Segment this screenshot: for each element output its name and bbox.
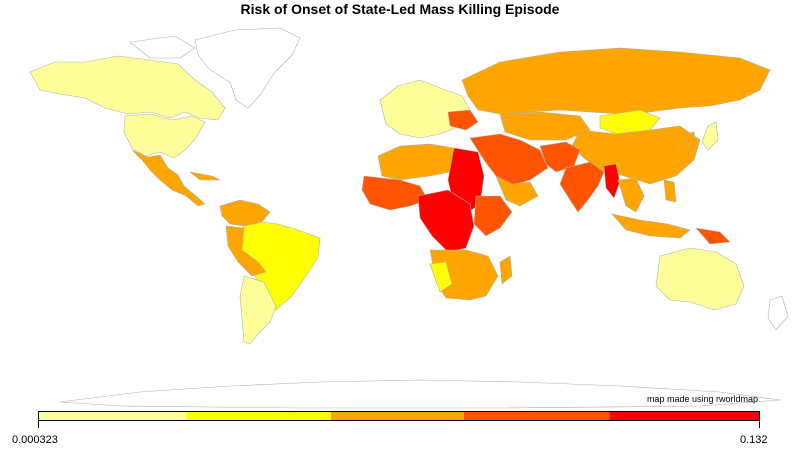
png (695, 227, 731, 245)
southeast-asia (617, 177, 645, 213)
japan (701, 121, 719, 151)
color-legend (38, 411, 760, 421)
usa (123, 113, 206, 159)
middle-east (469, 133, 549, 187)
new-zealand (767, 295, 789, 331)
india (559, 161, 605, 213)
legend-class-4 (463, 412, 610, 420)
map-credit: map made using rworldmap (646, 394, 758, 404)
philippines (663, 179, 677, 203)
north-africa (377, 143, 461, 181)
peru-bolivia (225, 225, 267, 277)
namibia-botswana (429, 261, 453, 293)
myanmar (603, 163, 621, 199)
caribbean (189, 171, 221, 181)
legend-max-label: 0.132 (740, 434, 768, 446)
indonesia (611, 213, 691, 239)
greenland (194, 27, 301, 109)
arctic-islands (129, 35, 196, 59)
china (571, 125, 701, 185)
legend-class-1 (39, 412, 188, 420)
legend-max-tick (759, 421, 760, 428)
canada-alaska (29, 55, 226, 121)
mexico (131, 149, 206, 207)
europe (379, 79, 471, 139)
legend-min-tick (38, 421, 39, 428)
ukraine (447, 109, 479, 131)
southern-cone (239, 275, 277, 345)
legend-min-label: 0.000323 (12, 434, 58, 446)
legend-class-2 (187, 412, 331, 420)
legend-class-3 (330, 412, 464, 420)
central-asia (499, 111, 591, 141)
west-africa (361, 175, 429, 211)
australia (655, 247, 745, 311)
central-africa (417, 189, 475, 253)
map-title: Risk of Onset of State-Led Mass Killing … (240, 1, 560, 17)
east-africa (473, 195, 513, 237)
madagascar (499, 255, 513, 285)
russia (461, 47, 771, 115)
legend-class-5 (609, 412, 759, 420)
arabia (495, 175, 539, 207)
antarctica (59, 379, 781, 409)
korea (685, 131, 697, 149)
